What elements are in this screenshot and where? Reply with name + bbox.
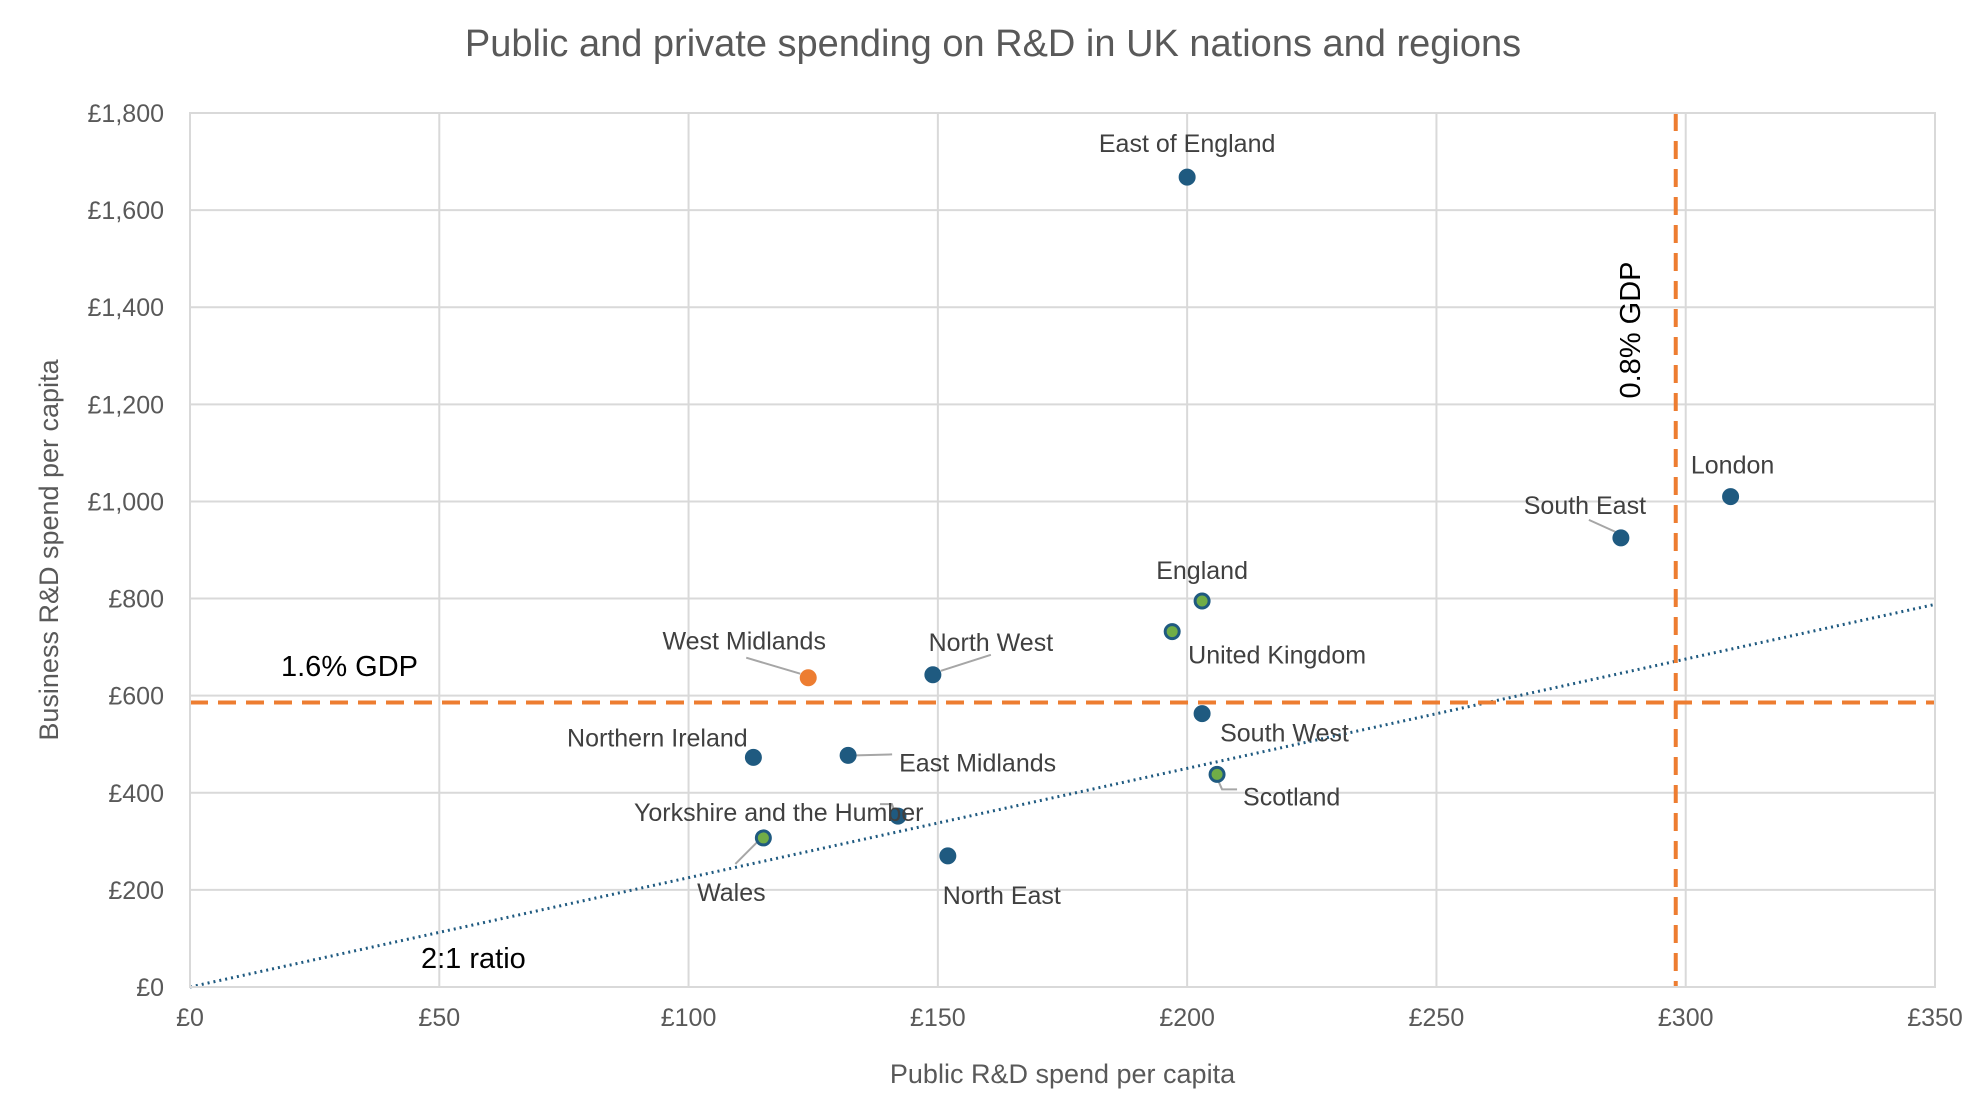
data-point — [1193, 592, 1211, 610]
data-point — [1193, 705, 1211, 723]
label-leader-line — [856, 753, 893, 757]
data-point — [924, 666, 942, 684]
x-tick-label: £100 — [661, 1004, 717, 1032]
reference-label-vertical: 0.8% GDP — [1615, 262, 1647, 399]
data-point — [1612, 529, 1630, 547]
data-point — [1208, 765, 1226, 783]
y-axis-title: Business R&D spend per capita — [34, 358, 64, 740]
label-leader-line — [1217, 779, 1238, 791]
x-tick-label: £0 — [176, 1004, 204, 1032]
plot-area-border — [189, 112, 1936, 988]
data-point — [1178, 168, 1196, 186]
data-point-label: United Kingdom — [1188, 642, 1366, 670]
data-point-label: London — [1691, 452, 1774, 480]
label-leader-line — [745, 656, 801, 675]
y-tick-label: £1,000 — [88, 488, 164, 516]
y-tick-label: £200 — [108, 877, 164, 905]
data-point — [744, 748, 762, 766]
data-point-label: West Midlands — [662, 628, 826, 656]
data-point-label: East Midlands — [899, 749, 1056, 777]
data-point-label: England — [1156, 557, 1248, 585]
data-point — [1163, 623, 1181, 641]
data-point — [839, 746, 857, 764]
data-point — [1722, 488, 1740, 506]
data-point — [754, 829, 772, 847]
reference-label-horizontal: 1.6% GDP — [281, 651, 418, 683]
ratio-line — [189, 602, 1936, 989]
data-point-label: North East — [943, 882, 1061, 910]
label-leader-line — [734, 841, 759, 865]
x-tick-label: £300 — [1658, 1004, 1714, 1032]
data-point-label: South West — [1220, 720, 1349, 748]
data-point — [889, 807, 907, 825]
data-point-label: Scotland — [1243, 783, 1340, 811]
y-tick-label: £0 — [136, 974, 164, 1002]
ratio-line-label: 2:1 ratio — [421, 943, 526, 975]
x-tick-label: £350 — [1907, 1004, 1963, 1032]
x-tick-label: £50 — [418, 1004, 460, 1032]
label-leader-line — [1588, 518, 1621, 535]
x-tick-label: £200 — [1159, 1004, 1215, 1032]
y-tick-label: £600 — [108, 683, 164, 711]
label-leader-line — [879, 803, 895, 811]
x-axis-title: Public R&D spend per capita — [890, 1059, 1236, 1089]
y-tick-label: £1,800 — [88, 100, 164, 128]
data-point-label: North West — [929, 629, 1054, 657]
label-leader-line — [940, 653, 992, 672]
x-tick-label: £150 — [910, 1004, 966, 1032]
data-point — [939, 847, 957, 865]
data-point-label: East of England — [1099, 130, 1276, 158]
y-tick-label: £1,600 — [88, 197, 164, 225]
data-point — [799, 669, 817, 687]
y-tick-label: £400 — [108, 780, 164, 808]
data-point-label: Wales — [697, 879, 766, 907]
y-tick-label: £1,400 — [88, 294, 164, 322]
y-tick-label: £1,200 — [88, 391, 164, 419]
chart-title: Public and private spending on R&D in UK… — [465, 23, 1521, 65]
x-tick-label: £250 — [1409, 1004, 1465, 1032]
data-point-label: South East — [1524, 492, 1646, 520]
data-point-label: Northern Ireland — [567, 724, 748, 752]
y-tick-label: £800 — [108, 586, 164, 614]
data-point-label: Yorkshire and the Humber — [634, 799, 924, 827]
